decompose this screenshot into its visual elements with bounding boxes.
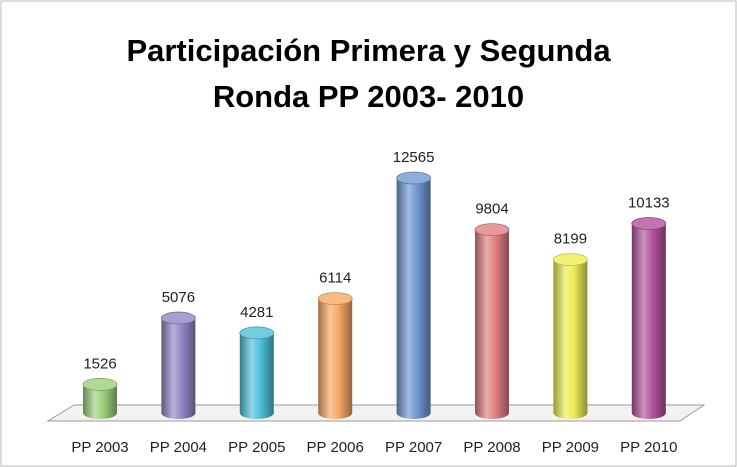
bar-top bbox=[239, 326, 275, 340]
chart-title: Participación Primera y Segunda Ronda PP… bbox=[126, 33, 611, 114]
bar bbox=[553, 259, 588, 413]
bar-top bbox=[396, 171, 432, 185]
x-tick-label: PP 2007 bbox=[385, 439, 442, 456]
bar bbox=[239, 332, 274, 413]
data-label: 12565 bbox=[393, 149, 435, 166]
data-label: 6114 bbox=[319, 270, 351, 287]
data-label: 4281 bbox=[240, 304, 273, 321]
bar bbox=[161, 318, 196, 413]
bar bbox=[631, 223, 666, 413]
data-label: 5076 bbox=[162, 289, 195, 306]
x-tick-label: PP 2003 bbox=[71, 439, 128, 456]
bar-top bbox=[317, 292, 353, 306]
bar bbox=[318, 298, 353, 413]
x-tick-label: PP 2004 bbox=[150, 439, 207, 456]
bar-top bbox=[82, 378, 118, 391]
bar bbox=[475, 229, 509, 413]
x-tick-label: PP 2010 bbox=[620, 439, 677, 456]
floor bbox=[46, 404, 706, 422]
x-tick-label: PP 2006 bbox=[307, 439, 364, 456]
bar-top bbox=[631, 217, 667, 230]
data-label: 8199 bbox=[554, 231, 587, 248]
x-tick-label: PP 2009 bbox=[542, 439, 599, 456]
bar-top bbox=[160, 311, 196, 325]
x-tick-label: PP 2005 bbox=[228, 439, 285, 456]
bar-top bbox=[553, 253, 588, 267]
data-label: 9804 bbox=[475, 201, 508, 218]
data-label: 1526 bbox=[83, 355, 116, 372]
data-label: 10133 bbox=[628, 194, 670, 211]
x-tick-label: PP 2008 bbox=[463, 439, 520, 456]
bar-top bbox=[474, 223, 510, 237]
bar bbox=[396, 178, 431, 413]
